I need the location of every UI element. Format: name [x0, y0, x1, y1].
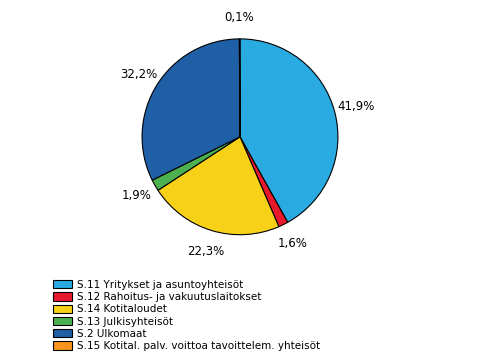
Wedge shape	[158, 137, 279, 235]
Wedge shape	[152, 137, 240, 190]
Legend: S.11 Yritykset ja asuntoyhteisöt, S.12 Rahoitus- ja vakuutuslaitokset, S.14 Koti: S.11 Yritykset ja asuntoyhteisöt, S.12 R…	[53, 280, 320, 351]
Wedge shape	[142, 39, 240, 180]
Text: 1,6%: 1,6%	[278, 237, 308, 251]
Text: 32,2%: 32,2%	[120, 68, 157, 81]
Wedge shape	[240, 137, 288, 227]
Text: 1,9%: 1,9%	[121, 189, 151, 202]
Text: 0,1%: 0,1%	[225, 11, 254, 24]
Wedge shape	[240, 39, 338, 222]
Text: 22,3%: 22,3%	[187, 245, 224, 258]
Text: 41,9%: 41,9%	[337, 100, 374, 113]
